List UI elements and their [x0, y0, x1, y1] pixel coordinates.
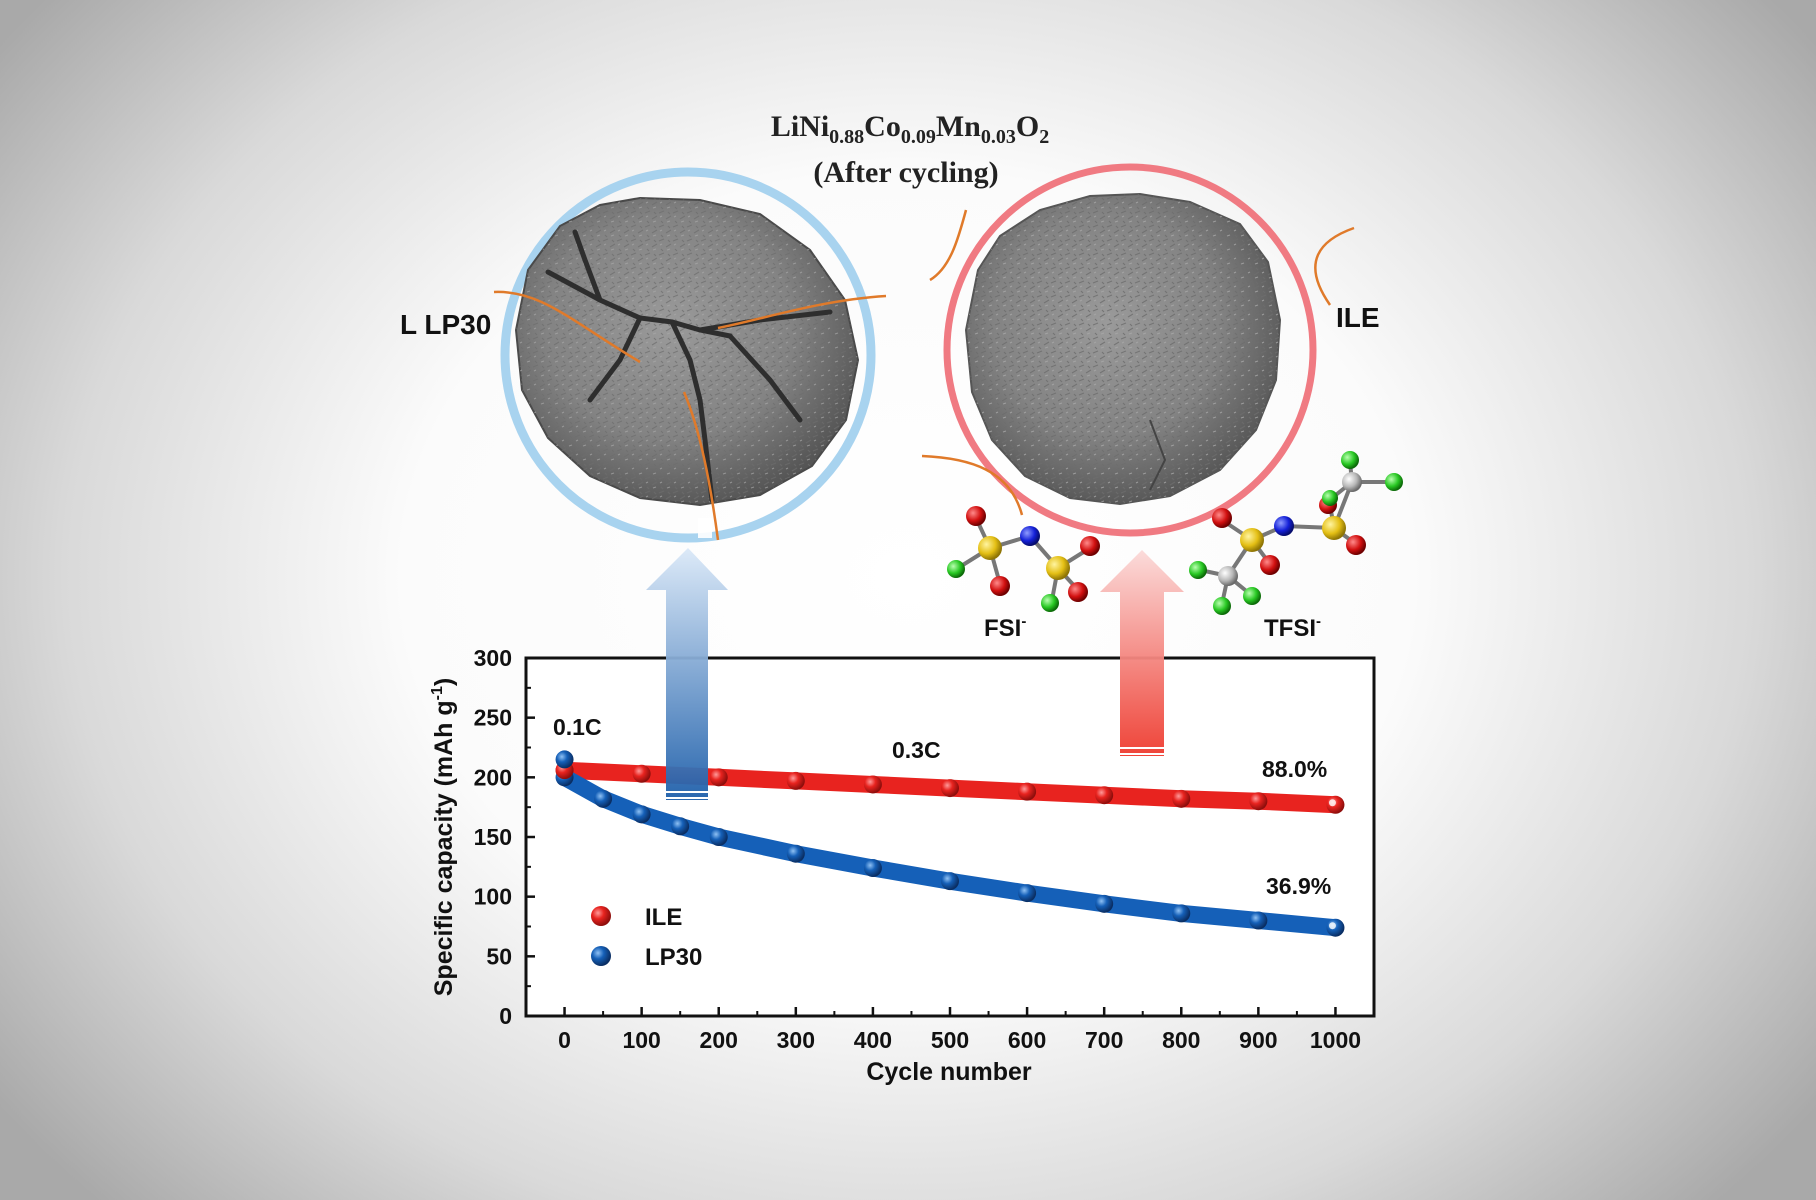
- data-point-lp30: [1249, 911, 1268, 930]
- x-tick-label: 100: [622, 1027, 660, 1053]
- data-point-ile: [1095, 786, 1114, 805]
- fsi-molecule: [947, 506, 1100, 612]
- data-point-ile: [632, 764, 651, 783]
- y-axis-label: Specific capacity (mAh g-1): [429, 678, 458, 997]
- y-tick-label: 150: [474, 824, 512, 850]
- formula-subscript: 0.88: [829, 126, 864, 148]
- fsi-label: FSI-: [984, 613, 1026, 642]
- x-tick-label: 200: [700, 1027, 738, 1053]
- end-point-highlight: [1328, 922, 1336, 930]
- lp30-particle-label: L LP30: [400, 309, 491, 340]
- lp30-crack-arrows: [493, 290, 887, 541]
- lp30-particle-ring: [500, 167, 876, 543]
- data-point-lp30: [1018, 884, 1037, 903]
- annotation-rate-initial: 0.1C: [553, 714, 602, 740]
- lp30-link-arrow: [646, 548, 728, 800]
- data-point-lp30: [1095, 894, 1114, 913]
- chart-legend: ILE LP30: [591, 904, 702, 971]
- x-tick-label: 500: [931, 1027, 969, 1053]
- data-point-lp30: [786, 844, 805, 863]
- legend-label-ile: ILE: [645, 904, 682, 931]
- y-tick-label: 100: [474, 884, 512, 910]
- formula-element: O: [1016, 110, 1039, 143]
- x-tick-label: 800: [1162, 1027, 1200, 1053]
- formula-subscript: 0.03: [981, 126, 1016, 148]
- data-point-ile: [941, 779, 959, 798]
- x-axis-label: Cycle number: [866, 1058, 1032, 1086]
- x-tick-label: 1000: [1310, 1027, 1361, 1053]
- data-point-lp30: [709, 828, 728, 846]
- legend-label-lp30: LP30: [645, 944, 702, 971]
- annotation-retention-ile: 88.0%: [1262, 756, 1327, 782]
- x-tick-label: 400: [854, 1027, 892, 1053]
- formula-element: LiNi: [771, 110, 829, 143]
- formula-subscript: 2: [1039, 126, 1049, 148]
- lp30-particle: [493, 167, 887, 543]
- x-tick-label: 600: [1008, 1027, 1046, 1053]
- x-tick-label: 300: [777, 1027, 815, 1053]
- data-point-lp30: [1172, 904, 1191, 923]
- ile-link-arrow: [1100, 550, 1184, 756]
- data-point-ile: [786, 771, 805, 790]
- formula-element: Co: [864, 110, 901, 143]
- data-point-lp30: [594, 789, 613, 808]
- data-point-ile: [1172, 789, 1191, 808]
- data-point-lp30: [863, 859, 882, 878]
- annotation-retention-lp30: 36.9%: [1266, 873, 1331, 899]
- tfsi-molecule: [1189, 451, 1403, 615]
- ile-particle-label: ILE: [1336, 302, 1380, 333]
- ile-curl-arrows: [921, 209, 1355, 516]
- formula-subscript: 0.09: [901, 126, 936, 148]
- capacity-chart: 0 100 200 300 400 500 600 700 800 900 1000 0 50 100 1…: [429, 645, 1376, 1086]
- data-point-ile: [709, 768, 728, 787]
- y-tick-label: 200: [474, 764, 512, 790]
- legend-marker-ile: [591, 906, 611, 926]
- ile-particle: [921, 163, 1355, 537]
- legend-marker-lp30: [591, 946, 611, 966]
- figure-title-formula: LiNi0.88Co0.09Mn0.03O2: [771, 110, 1049, 148]
- y-tick-label: 0: [499, 1003, 512, 1029]
- ile-particle-ring: [943, 163, 1317, 537]
- data-point-ile: [863, 775, 882, 794]
- tfsi-label: TFSI-: [1264, 613, 1321, 642]
- formula-element: Mn: [936, 110, 981, 143]
- y-tick-label: 300: [474, 645, 512, 671]
- end-point-highlight: [1328, 799, 1336, 807]
- data-point-lp30: [671, 817, 690, 836]
- data-point-ile: [1249, 792, 1268, 811]
- annotation-rate-main: 0.3C: [892, 737, 941, 763]
- first-cycle-point-lp30: [555, 750, 574, 769]
- x-tick-label: 0: [558, 1027, 571, 1053]
- x-tick-label: 700: [1085, 1027, 1123, 1053]
- data-point-lp30: [941, 872, 959, 891]
- figure-title-subtitle: (After cycling): [813, 156, 998, 189]
- y-tick-label: 250: [474, 705, 512, 731]
- y-tick-label: 50: [486, 943, 512, 969]
- data-point-lp30: [632, 805, 651, 824]
- data-point-lp30: [1326, 918, 1345, 937]
- x-tick-label: 900: [1239, 1027, 1277, 1053]
- data-point-ile: [1326, 795, 1345, 814]
- data-point-ile: [1018, 782, 1037, 801]
